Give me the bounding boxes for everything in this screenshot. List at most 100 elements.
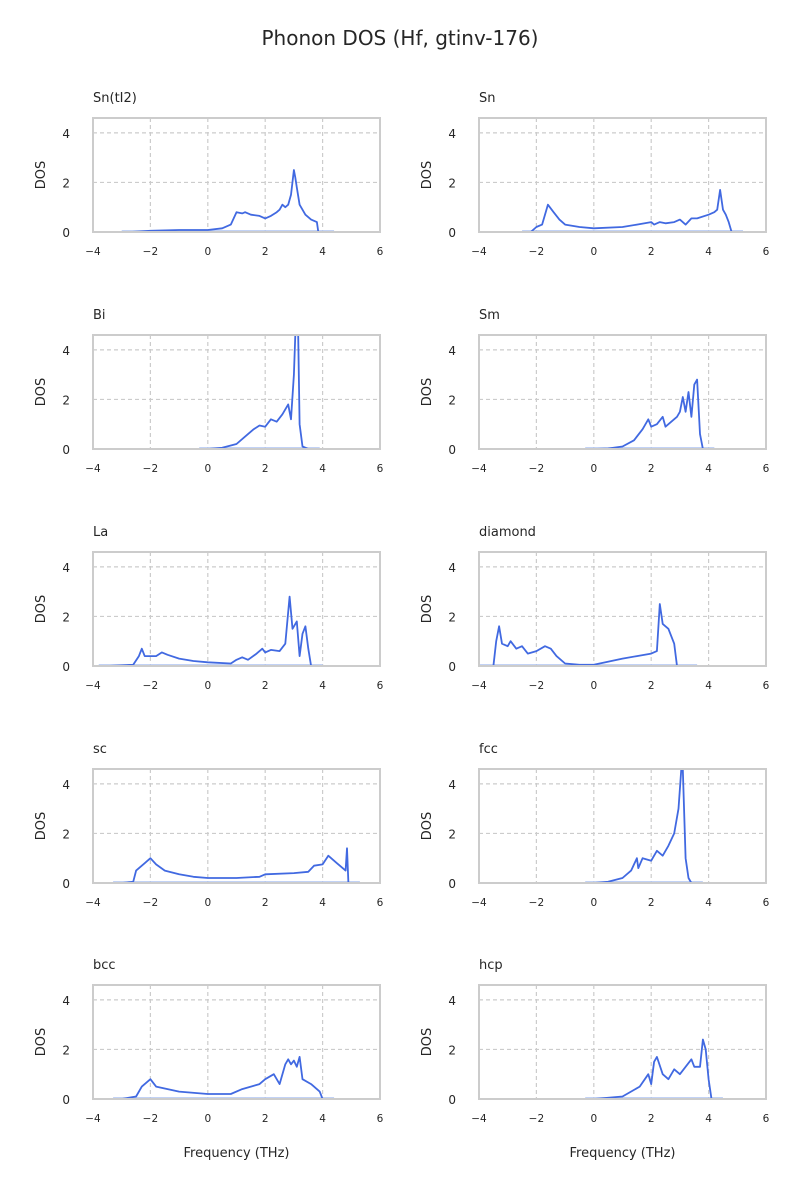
x-tick-label: 4 [705, 246, 712, 258]
subplot-la: −4 −2 0 2 4 6 0 2 4 La DOS [34, 525, 384, 692]
x-tick-label: 4 [319, 680, 326, 692]
y-axis-label: DOS [420, 161, 435, 190]
x-tick-label: 0 [204, 680, 211, 692]
y-axis-label: DOS [34, 378, 49, 407]
subplot-bi: −4 −2 0 2 4 6 0 2 4 Bi DOS [34, 308, 384, 475]
y-tick-label: 2 [448, 393, 456, 407]
subplot-sm: −4 −2 0 2 4 6 0 2 4 Sm DOS [420, 308, 770, 475]
x-tick-label: 0 [590, 680, 597, 692]
y-tick-label: 4 [448, 778, 456, 792]
y-tick-label: 2 [448, 1043, 456, 1057]
x-tick-label: 2 [648, 897, 655, 909]
x-tick-label: −2 [529, 246, 544, 258]
subplot-title: hcp [479, 958, 503, 973]
x-tick-label: −4 [85, 680, 101, 692]
x-tick-label: −2 [143, 246, 158, 258]
x-tick-label: −2 [529, 680, 544, 692]
x-tick-label: 4 [319, 897, 326, 909]
y-tick-label: 0 [62, 226, 70, 240]
subplot-title: La [93, 525, 108, 540]
plot-frame [92, 768, 381, 884]
subplot-title: Sn(tI2) [93, 91, 137, 106]
x-tick-label: −2 [529, 463, 544, 475]
x-tick-label: −4 [471, 897, 487, 909]
x-tick-label: −2 [143, 463, 158, 475]
dos-line [593, 1038, 713, 1099]
x-tick-label: −2 [143, 680, 158, 692]
x-tick-label: 6 [377, 680, 384, 692]
y-tick-label: 2 [448, 827, 456, 841]
x-tick-label: −4 [85, 1113, 101, 1125]
x-tick-label: 2 [262, 246, 269, 258]
dos-line [121, 847, 350, 883]
y-tick-label: 2 [62, 393, 70, 407]
plot-area [93, 118, 380, 232]
y-tick-label: 4 [448, 127, 456, 141]
x-tick-label: 2 [648, 463, 655, 475]
subplot-sn-ti2-: −4 −2 0 2 4 6 0 2 4 Sn(tI2) DOS [34, 91, 384, 258]
subplot-title: Sn [479, 91, 496, 106]
x-tick-label: 0 [204, 463, 211, 475]
y-axis-label: DOS [34, 595, 49, 624]
y-tick-label: 2 [62, 1043, 70, 1057]
subplot-title: Sm [479, 308, 500, 323]
x-tick-label: 2 [648, 680, 655, 692]
subplot-title: sc [93, 742, 107, 757]
x-tick-label: −4 [85, 897, 101, 909]
x-tick-label: 0 [590, 897, 597, 909]
x-tick-label: −4 [85, 246, 101, 258]
y-tick-label: 0 [448, 877, 456, 891]
dos-line [593, 769, 693, 883]
x-tick-label: 6 [763, 1113, 770, 1125]
y-tick-label: 0 [62, 1093, 70, 1107]
x-tick-label: −2 [143, 1113, 158, 1125]
dos-line [593, 378, 704, 449]
subplot-sc: −4 −2 0 2 4 6 0 2 4 sc DOS [34, 742, 384, 909]
plot-frame [478, 984, 767, 1100]
plot-frame [92, 334, 381, 450]
x-tick-label: 0 [204, 1113, 211, 1125]
x-tick-label: −4 [471, 246, 487, 258]
x-tick-label: 6 [377, 463, 384, 475]
plot-frame [92, 984, 381, 1100]
subplot-hcp: −4 −2 0 2 4 6 0 2 4 hcp DOS Frequency (THz) [420, 958, 770, 1161]
x-tick-label: 4 [319, 246, 326, 258]
plot-area [93, 335, 380, 449]
x-tick-label: 6 [763, 680, 770, 692]
x-tick-label: 2 [262, 463, 269, 475]
plot-frame [478, 334, 767, 450]
y-axis-label: DOS [420, 595, 435, 624]
y-tick-label: 4 [62, 344, 70, 358]
x-tick-label: 2 [262, 680, 269, 692]
x-tick-label: 6 [377, 246, 384, 258]
y-axis-label: DOS [420, 1028, 435, 1057]
y-tick-label: 0 [448, 443, 456, 457]
y-axis-label: DOS [34, 812, 49, 841]
y-axis-label: DOS [420, 812, 435, 841]
plot-area [93, 552, 380, 666]
y-tick-label: 0 [448, 226, 456, 240]
x-tick-label: 6 [377, 897, 384, 909]
plot-frame [478, 117, 767, 233]
x-tick-label: −2 [143, 897, 158, 909]
plot-frame [478, 768, 767, 884]
dos-line [479, 603, 686, 666]
y-tick-label: 2 [62, 176, 70, 190]
y-tick-label: 4 [62, 127, 70, 141]
x-tick-label: 6 [377, 1113, 384, 1125]
y-tick-label: 2 [448, 176, 456, 190]
x-tick-label: 6 [763, 897, 770, 909]
x-axis-label: Frequency (THz) [184, 1146, 290, 1161]
x-tick-label: 2 [262, 897, 269, 909]
y-tick-label: 4 [62, 778, 70, 792]
y-tick-label: 4 [448, 344, 456, 358]
x-tick-label: 4 [705, 680, 712, 692]
subplot-diamond: −4 −2 0 2 4 6 0 2 4 diamond DOS [420, 525, 770, 692]
plot-area [479, 335, 766, 449]
x-tick-label: −4 [471, 680, 487, 692]
plot-area [479, 985, 766, 1099]
y-tick-label: 0 [62, 443, 70, 457]
y-tick-label: 2 [448, 610, 456, 624]
plot-area [479, 552, 766, 666]
